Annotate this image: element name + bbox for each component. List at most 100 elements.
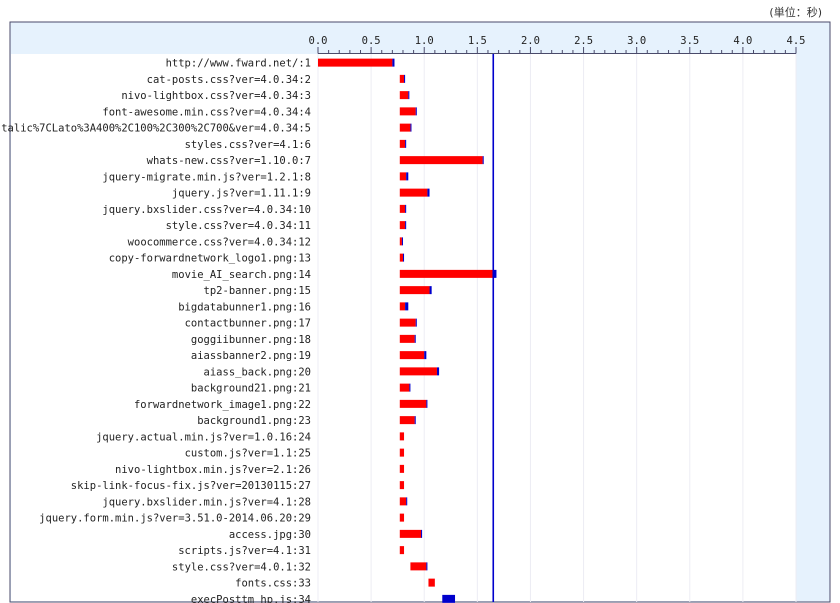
x-tick-label: 1.5	[468, 35, 487, 47]
bar-red-segment	[399, 351, 425, 360]
data-column	[318, 54, 796, 601]
bar-blue-segment	[424, 351, 427, 360]
category-label: style.css?ver=4.0.34:11	[166, 220, 311, 232]
category-label: talic%7CLato%3A400%2C100%2C300%2C700&ver…	[1, 123, 311, 135]
category-label: bigdatabunner1.png:16	[178, 301, 311, 313]
bar-blue-segment	[402, 253, 405, 262]
x-tick-label: 4.0	[733, 35, 752, 47]
bar-red-segment	[399, 269, 494, 278]
category-label: forwardnetwork_image1.png:22	[134, 399, 311, 411]
category-label: tp2-banner.png:15	[204, 285, 311, 297]
category-label: style.css?ver=4.0.1:32	[172, 561, 311, 573]
bar-red-segment	[399, 318, 416, 327]
bar-red-segment	[399, 448, 405, 457]
bar-blue-segment	[415, 318, 417, 327]
category-label: whats-new.css?ver=1.10.0:7	[147, 155, 311, 167]
bar-red-segment	[399, 74, 405, 83]
bar-red-segment	[399, 399, 427, 408]
bar-red-segment	[399, 188, 428, 197]
bar-blue-segment	[426, 399, 428, 408]
category-label: woocommerce.css?ver=4.0.34:12	[128, 236, 311, 248]
bar-blue-segment	[406, 497, 408, 506]
category-label: jquery.bxslider.css?ver=4.0.34:10	[102, 204, 311, 216]
bar-red-segment	[399, 432, 405, 441]
bar-blue-segment	[410, 123, 412, 132]
bar-red-segment	[399, 334, 415, 343]
category-label: access.jpg:30	[229, 529, 311, 541]
bar-blue-segment	[406, 172, 409, 181]
bar-blue-segment	[421, 529, 423, 538]
bar-blue-segment	[405, 204, 407, 213]
x-tick-label: 1.0	[415, 35, 434, 47]
category-label: skip-link-focus-fix.js?ver=20130115:27	[71, 480, 311, 492]
category-label: nivo-lightbox.min.js?ver=2.1:26	[115, 464, 311, 476]
bar-blue-segment	[493, 269, 497, 278]
category-label: scripts.js?ver=4.1:31	[178, 545, 311, 557]
bar-red-segment	[399, 139, 406, 148]
x-tick-label: 0.0	[309, 35, 328, 47]
category-label: jquery.form.min.js?ver=3.51.0-2014.06.20…	[39, 513, 311, 525]
category-label: custom.js?ver=1.1:25	[185, 448, 311, 460]
category-label: background1.png:23	[197, 415, 311, 427]
category-label: aiass_back.png:20	[204, 366, 311, 378]
bar-red-segment	[399, 91, 409, 100]
bar-red-segment	[399, 367, 437, 376]
bar-red-segment	[318, 58, 393, 67]
category-label: background21.png:21	[191, 383, 311, 395]
bar-blue-segment	[427, 188, 430, 197]
category-label: nivo-lightbox.css?ver=4.0.34:3	[121, 90, 311, 102]
category-label: copy-forwardnetwork_logo1.png:13	[109, 253, 311, 265]
x-tick-label: 2.5	[574, 35, 593, 47]
bar-red-segment	[399, 513, 405, 522]
bar-red-segment	[399, 383, 410, 392]
bar-red-segment	[399, 529, 422, 538]
category-label: font-awesome.min.css?ver=4.0.34:4	[102, 106, 311, 118]
bar-blue-segment	[405, 139, 407, 148]
category-label: jquery-migrate.min.js?ver=1.2.1:8	[102, 171, 311, 183]
category-label: jquery.bxslider.min.js?ver=4.1:28	[102, 496, 311, 508]
bar-blue-segment	[482, 156, 484, 165]
x-tick-label: 0.5	[362, 35, 381, 47]
category-label: movie_AI_search.png:14	[172, 269, 311, 281]
bar-red-segment	[399, 546, 405, 555]
bar-blue-segment	[401, 237, 403, 246]
x-tick-label: 3.5	[680, 35, 699, 47]
bar-blue-segment	[426, 562, 428, 571]
x-tick-label: 2.0	[521, 35, 540, 47]
bar-blue-segment	[405, 302, 409, 311]
bar-blue-segment	[404, 74, 406, 83]
bar-red-segment	[399, 302, 406, 311]
bar-red-segment	[399, 156, 483, 165]
category-label: goggiibunner.png:18	[191, 334, 311, 346]
bar-red-segment	[399, 481, 405, 490]
bar-red-segment	[399, 416, 415, 425]
category-label: styles.css?ver=4.1:6	[185, 139, 311, 151]
bar-red-segment	[399, 237, 402, 246]
bar-blue-segment	[414, 334, 416, 343]
label-column	[11, 54, 318, 601]
bar-red-segment	[399, 253, 403, 262]
bar-red-segment	[399, 221, 406, 230]
bar-red-segment	[399, 286, 430, 295]
category-label: aiassbanner2.png:19	[191, 350, 311, 362]
bar-blue-segment	[392, 58, 395, 67]
bar-red-segment	[399, 123, 411, 132]
bar-blue-segment	[414, 416, 416, 425]
category-label: execPosttm_hp.js:34	[191, 594, 311, 603]
bar-red-segment	[410, 562, 427, 571]
category-label: fonts.css:33	[235, 578, 311, 590]
bar-blue-segment	[408, 91, 410, 100]
category-label: jquery.js?ver=1.11.1:9	[172, 188, 311, 200]
bar-red-segment	[428, 578, 435, 587]
bar-blue-segment	[442, 594, 456, 603]
bar-red-segment	[399, 107, 416, 116]
unit-label: (単位：秒)	[769, 6, 822, 19]
category-label: http://www.fward.net/:1	[166, 58, 311, 70]
bar-red-segment	[399, 464, 405, 473]
category-label: jquery.actual.min.js?ver=1.0.16:24	[96, 431, 311, 443]
category-label: cat-posts.css?ver=4.0.34:2	[147, 74, 311, 86]
category-label: contactbunner.png:17	[185, 318, 311, 330]
bar-blue-segment	[409, 383, 411, 392]
bar-blue-segment	[415, 107, 417, 116]
